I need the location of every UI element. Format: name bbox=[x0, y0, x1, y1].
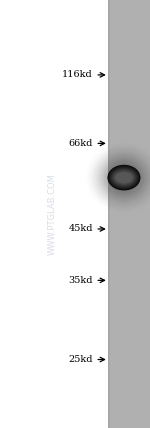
Ellipse shape bbox=[100, 155, 148, 200]
Ellipse shape bbox=[116, 172, 132, 183]
Ellipse shape bbox=[102, 157, 146, 199]
Ellipse shape bbox=[108, 165, 140, 190]
Bar bbox=[108, 0, 150, 428]
Text: 35kd: 35kd bbox=[69, 276, 93, 285]
Text: WWW.PTGLAB.COM: WWW.PTGLAB.COM bbox=[48, 173, 57, 255]
Ellipse shape bbox=[107, 165, 140, 190]
Ellipse shape bbox=[112, 169, 136, 186]
Bar bbox=[108, 0, 110, 428]
Text: 66kd: 66kd bbox=[69, 139, 93, 148]
Bar bbox=[108, 0, 109, 428]
Ellipse shape bbox=[111, 168, 137, 187]
Ellipse shape bbox=[110, 167, 138, 188]
Ellipse shape bbox=[107, 162, 140, 193]
Ellipse shape bbox=[114, 171, 134, 184]
Text: 116kd: 116kd bbox=[62, 70, 93, 80]
Bar bbox=[108, 0, 109, 428]
Ellipse shape bbox=[103, 158, 144, 197]
Ellipse shape bbox=[109, 166, 138, 189]
Ellipse shape bbox=[113, 170, 135, 185]
Ellipse shape bbox=[114, 171, 134, 184]
Bar bbox=[108, 0, 109, 428]
Ellipse shape bbox=[113, 170, 135, 185]
Ellipse shape bbox=[105, 160, 142, 195]
Bar bbox=[108, 0, 110, 428]
Ellipse shape bbox=[115, 172, 133, 184]
Text: 45kd: 45kd bbox=[69, 224, 93, 234]
Ellipse shape bbox=[108, 166, 140, 190]
Ellipse shape bbox=[109, 166, 139, 189]
Text: 25kd: 25kd bbox=[69, 355, 93, 364]
Ellipse shape bbox=[110, 167, 138, 188]
Bar bbox=[108, 0, 110, 428]
Ellipse shape bbox=[115, 172, 133, 183]
Ellipse shape bbox=[112, 169, 136, 186]
Ellipse shape bbox=[111, 168, 137, 187]
Bar bbox=[108, 0, 109, 428]
